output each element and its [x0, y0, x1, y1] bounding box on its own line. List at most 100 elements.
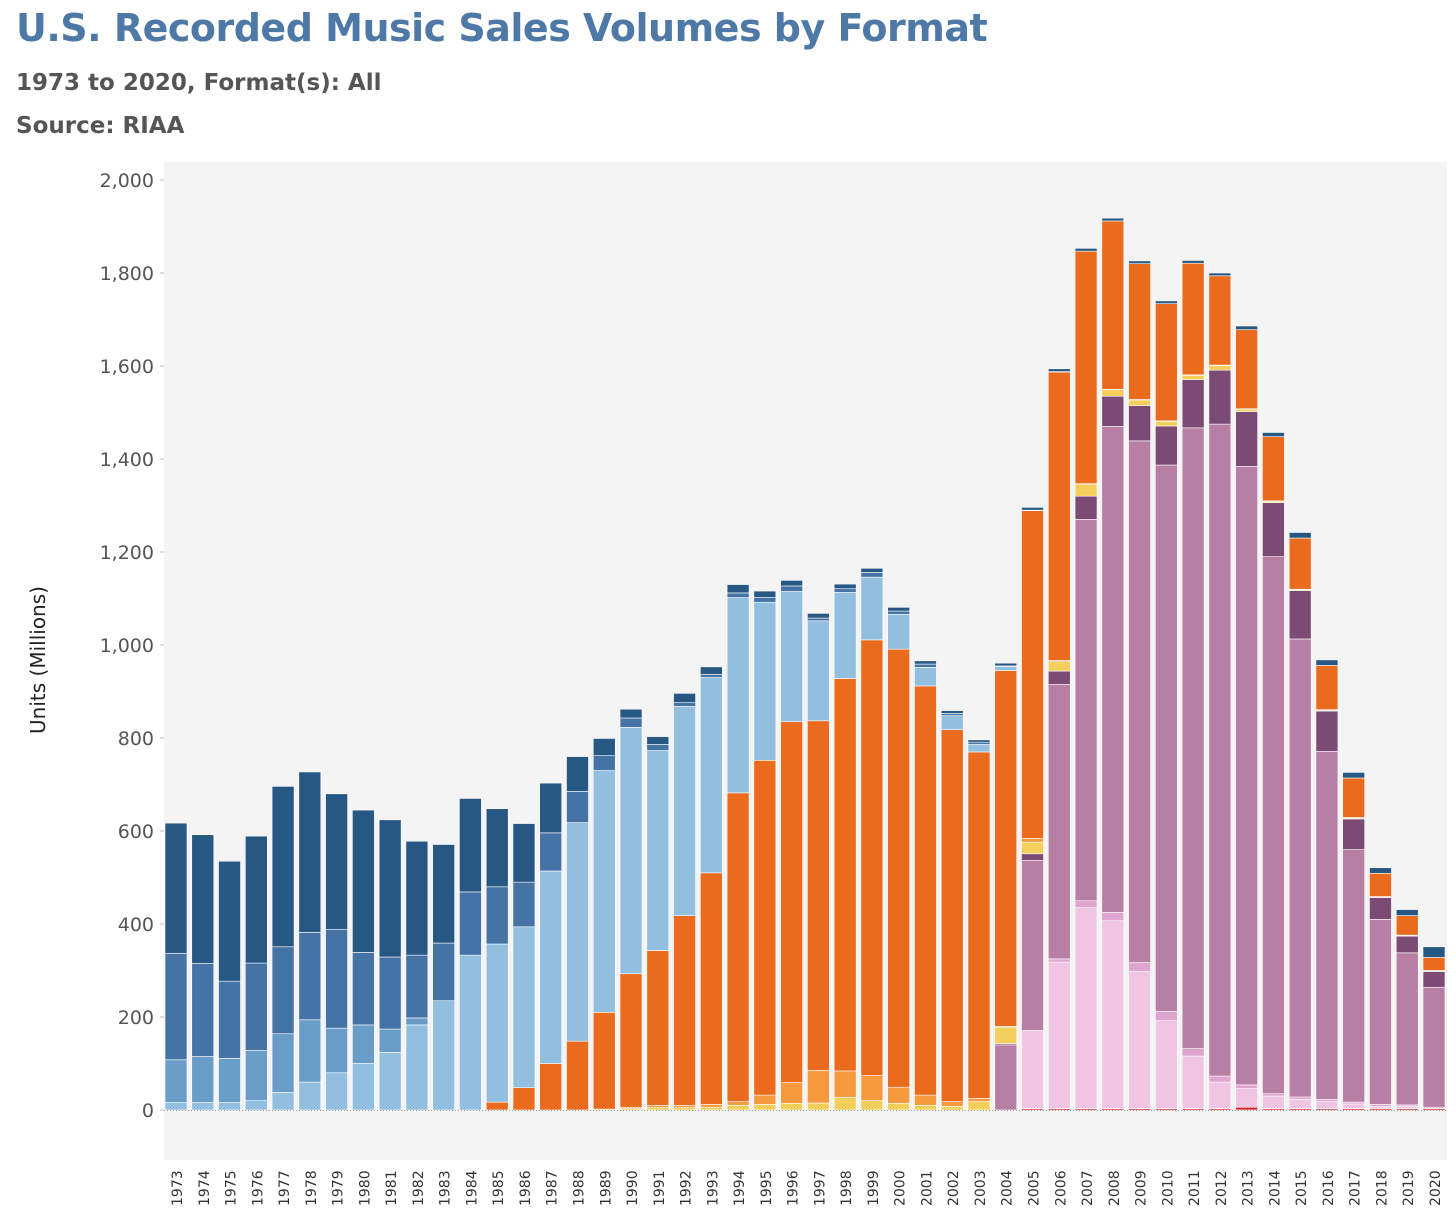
- bar-segment: [807, 720, 830, 1071]
- x-tick-label: 2004: [1000, 1170, 1016, 1206]
- y-tick-label: 1,000: [100, 635, 154, 657]
- x-tick-label: 1988: [571, 1170, 587, 1206]
- bar-segment: [673, 1107, 696, 1111]
- bar-segment: [1074, 250, 1098, 484]
- bar-segment: [459, 891, 482, 956]
- bar-segment: [646, 750, 670, 951]
- bar-segment: [1315, 1099, 1339, 1102]
- bar-segment: [646, 736, 670, 745]
- x-tick-label: 2001: [919, 1170, 935, 1206]
- bar-segment: [887, 648, 910, 1088]
- bar-segment: [1128, 263, 1151, 400]
- bar-segment: [700, 1106, 723, 1111]
- x-tick-label: 2018: [1374, 1170, 1390, 1206]
- bar-segment: [887, 610, 910, 615]
- bar-segment: [539, 832, 563, 872]
- bar-segment: [352, 809, 375, 953]
- bar-segment: [1422, 986, 1446, 1108]
- bar-segment: [994, 1044, 1018, 1111]
- bar-segment: [1235, 466, 1258, 1086]
- bar-segment: [1288, 638, 1312, 1098]
- bar-segment: [592, 738, 616, 756]
- bar-segment: [459, 954, 482, 1111]
- bar-segment: [1047, 684, 1071, 960]
- x-tick-label: 2019: [1401, 1170, 1417, 1206]
- bar-segment: [485, 886, 509, 945]
- bar-segment: [994, 1026, 1018, 1044]
- y-tick-label: 400: [118, 914, 154, 936]
- x-tick-label: 2009: [1134, 1170, 1150, 1206]
- bar-segment: [753, 597, 777, 603]
- bar-segment: [298, 1019, 322, 1083]
- bar-segment: [432, 844, 455, 944]
- bar-segment: [619, 717, 643, 728]
- bar-segment: [726, 584, 750, 594]
- x-tick-label: 2007: [1080, 1170, 1096, 1206]
- x-tick-label: 1987: [545, 1170, 561, 1206]
- bar-segment: [914, 663, 937, 668]
- bar-segment: [700, 673, 723, 678]
- bar-segment: [1235, 411, 1258, 467]
- bar-segment: [218, 1102, 241, 1111]
- bar-segment: [833, 588, 857, 593]
- bar-segment: [271, 786, 295, 948]
- bar-segment: [405, 1017, 429, 1026]
- bar-segment: [1021, 841, 1044, 855]
- x-tick-label: 1973: [170, 1170, 186, 1206]
- bar-segment: [325, 929, 348, 1029]
- chart-title: U.S. Recorded Music Sales Volumes by For…: [16, 6, 988, 50]
- bar-segment: [1288, 1096, 1312, 1100]
- x-tick-label: 1974: [197, 1170, 213, 1206]
- bar-segment: [1208, 1081, 1232, 1109]
- bar-segment: [1181, 260, 1205, 264]
- bar-segment: [700, 872, 723, 1105]
- y-tick-label: 600: [118, 821, 154, 843]
- bar-segment: [1155, 303, 1178, 422]
- x-tick-label: 1978: [304, 1170, 320, 1206]
- bar-segment: [1074, 248, 1098, 252]
- plot-background: [164, 162, 1447, 1160]
- bar-segment: [940, 713, 964, 716]
- bar-segment: [914, 660, 937, 665]
- bar-segment: [378, 1028, 402, 1053]
- bar-segment: [539, 870, 563, 1064]
- bar-segment: [1262, 1095, 1285, 1109]
- bar-segment: [1288, 537, 1312, 590]
- bar-segment: [1315, 1101, 1339, 1109]
- bar-segment: [967, 739, 991, 743]
- bar-segment: [646, 1107, 670, 1111]
- bar-segment: [1422, 946, 1446, 958]
- chart-subtitle: 1973 to 2020, Format(s): All: [16, 70, 382, 96]
- bar-segment: [512, 926, 536, 1088]
- y-tick-label: 1,800: [100, 263, 154, 285]
- bar-segment: [833, 592, 857, 679]
- x-tick-label: 1982: [411, 1170, 427, 1206]
- bar-segment: [1262, 436, 1285, 502]
- bar-segment: [807, 1070, 830, 1104]
- bar-segment: [164, 1102, 188, 1111]
- bar-segment: [164, 1059, 188, 1103]
- x-tick-label: 2003: [973, 1170, 989, 1206]
- y-tick-label: 0: [142, 1100, 154, 1122]
- bar-segment: [271, 1092, 295, 1111]
- bar-segment: [967, 751, 991, 1099]
- y-tick-label: 1,600: [100, 356, 154, 378]
- bar-segment: [1288, 532, 1312, 539]
- bar-segment: [1101, 389, 1125, 397]
- bar-segment: [994, 662, 1018, 667]
- bar-segment: [1155, 464, 1178, 1012]
- x-tick-label: 1986: [518, 1170, 534, 1206]
- x-tick-label: 2015: [1294, 1170, 1310, 1206]
- bar-segment: [1395, 909, 1419, 916]
- bar-segment: [700, 666, 723, 675]
- bar-segment: [807, 620, 830, 722]
- bar-segment: [753, 1094, 777, 1105]
- bar-segment: [1155, 1011, 1178, 1022]
- bar-segment: [485, 808, 509, 888]
- bar-segment: [164, 952, 188, 1061]
- bar-segment: [191, 1056, 215, 1103]
- bar-segment: [1235, 1084, 1258, 1089]
- bar-segment: [1128, 399, 1151, 406]
- bar-segment: [1047, 661, 1071, 672]
- bar-segment: [566, 822, 589, 1042]
